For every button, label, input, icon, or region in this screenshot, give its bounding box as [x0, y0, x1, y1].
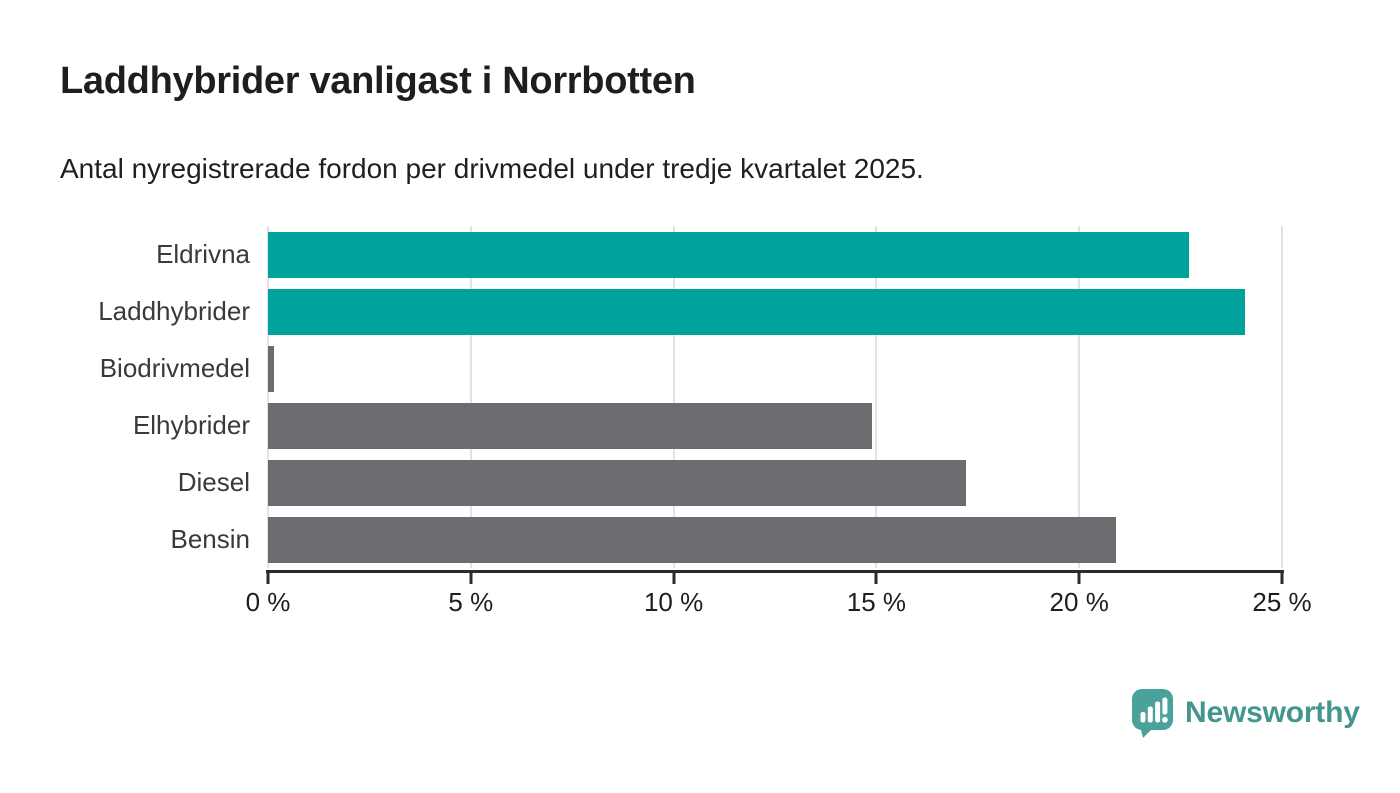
bar-elhybrider	[268, 402, 873, 449]
bar-laddhybrider	[268, 288, 1246, 335]
x-tick	[874, 570, 878, 584]
bar-band	[268, 340, 1282, 397]
x-axis: 0 % 5 % 10 % 15 % 20 % 25 %	[246, 570, 1312, 630]
x-tick	[1077, 570, 1081, 584]
y-axis-category-labels: Eldrivna Laddhybrider Biodrivmedel Elhybrid…	[0, 226, 250, 568]
category-label-eldrivna: Eldrivna	[156, 239, 250, 269]
bar-bensin	[268, 516, 1116, 563]
newsworthy-logo-text: Newsworthy	[1185, 696, 1360, 729]
category-label-laddhybrider: Laddhybrider	[98, 296, 250, 326]
x-tick-label: 0 %	[245, 587, 291, 617]
category-label-elhybrider: Elhybrider	[132, 410, 250, 440]
bar-band	[268, 397, 1282, 454]
newsworthy-bubble-barchart-icon	[1131, 688, 1175, 738]
x-tick-label: 25 %	[1252, 587, 1312, 617]
x-tick	[266, 570, 270, 584]
chart-title: Laddhybrider vanligast i Norrbotten	[60, 60, 696, 102]
x-axis-line	[266, 570, 1284, 573]
x-tick	[1280, 570, 1284, 584]
category-label-biodrivmedel: Biodrivmedel	[99, 353, 250, 383]
bar-band	[268, 283, 1282, 340]
x-tick-label: 10 %	[643, 587, 704, 617]
plot-area	[267, 226, 1283, 568]
gridline	[875, 226, 878, 568]
bar-band	[268, 511, 1282, 568]
gridline	[672, 226, 675, 568]
category-label-bensin: Bensin	[170, 524, 251, 554]
bar-band	[268, 226, 1282, 283]
x-tick-label: 20 %	[1049, 587, 1109, 617]
chart-subtitle: Antal nyregistrerade fordon per drivmede…	[60, 153, 924, 184]
bar-diesel	[268, 459, 966, 506]
x-tick	[469, 570, 473, 584]
category-label-diesel: Diesel	[177, 467, 250, 497]
gridline	[267, 226, 269, 568]
x-tick-label: 15 %	[846, 587, 907, 617]
bar-eldrivna	[268, 231, 1189, 278]
gridline	[469, 226, 472, 568]
x-tick	[672, 570, 676, 584]
x-tick-label: 5 %	[448, 587, 494, 617]
gridline	[1281, 226, 1283, 568]
bar-band	[268, 454, 1282, 511]
newsworthy-logo[interactable]: Newsworthy	[1131, 688, 1360, 738]
bar-biodrivmedel	[268, 345, 275, 392]
gridline	[1078, 226, 1081, 568]
